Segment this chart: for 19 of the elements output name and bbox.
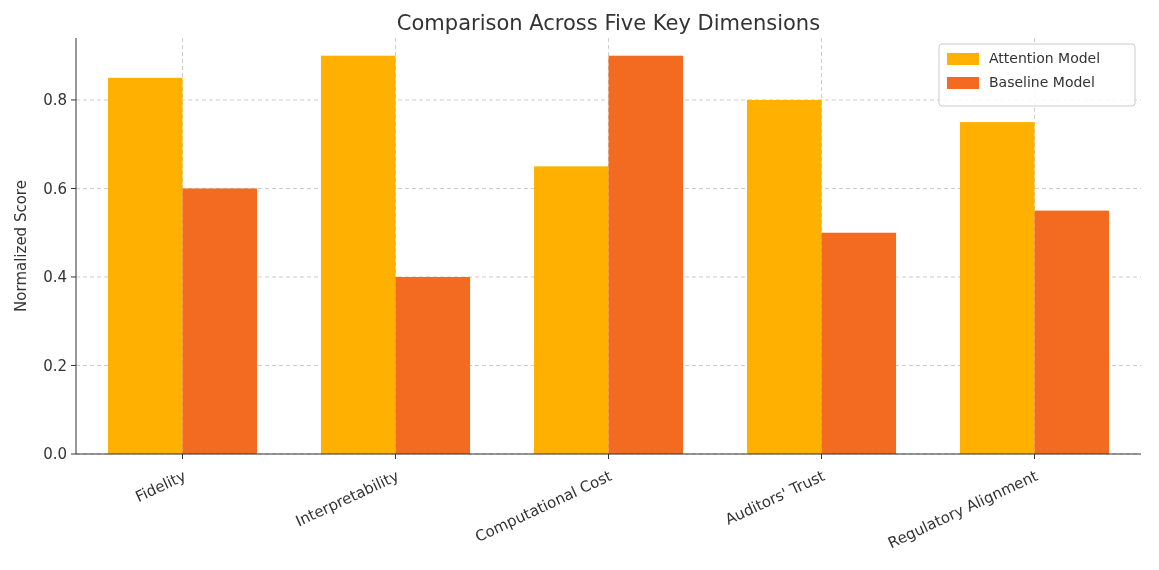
y-tick-label: 0.6 bbox=[43, 179, 67, 198]
y-tick-label: 0.8 bbox=[43, 91, 67, 110]
bar bbox=[821, 232, 897, 454]
y-tick-label: 0.2 bbox=[43, 356, 67, 375]
legend-label: Attention Model bbox=[989, 50, 1101, 66]
bar bbox=[959, 122, 1035, 454]
bar bbox=[107, 77, 183, 454]
bar bbox=[746, 99, 822, 454]
bar bbox=[320, 55, 396, 454]
y-tick-label: 0.0 bbox=[43, 445, 67, 464]
y-tick-label: 0.4 bbox=[43, 268, 67, 287]
bar bbox=[182, 188, 258, 454]
chart-title: Comparison Across Five Key Dimensions bbox=[396, 11, 821, 35]
bar bbox=[608, 55, 684, 454]
bar bbox=[533, 166, 609, 454]
bar bbox=[1034, 210, 1110, 454]
bar bbox=[395, 276, 471, 454]
legend-label: Baseline Model bbox=[989, 74, 1095, 90]
y-axis-title: Normalized Score bbox=[12, 180, 30, 312]
